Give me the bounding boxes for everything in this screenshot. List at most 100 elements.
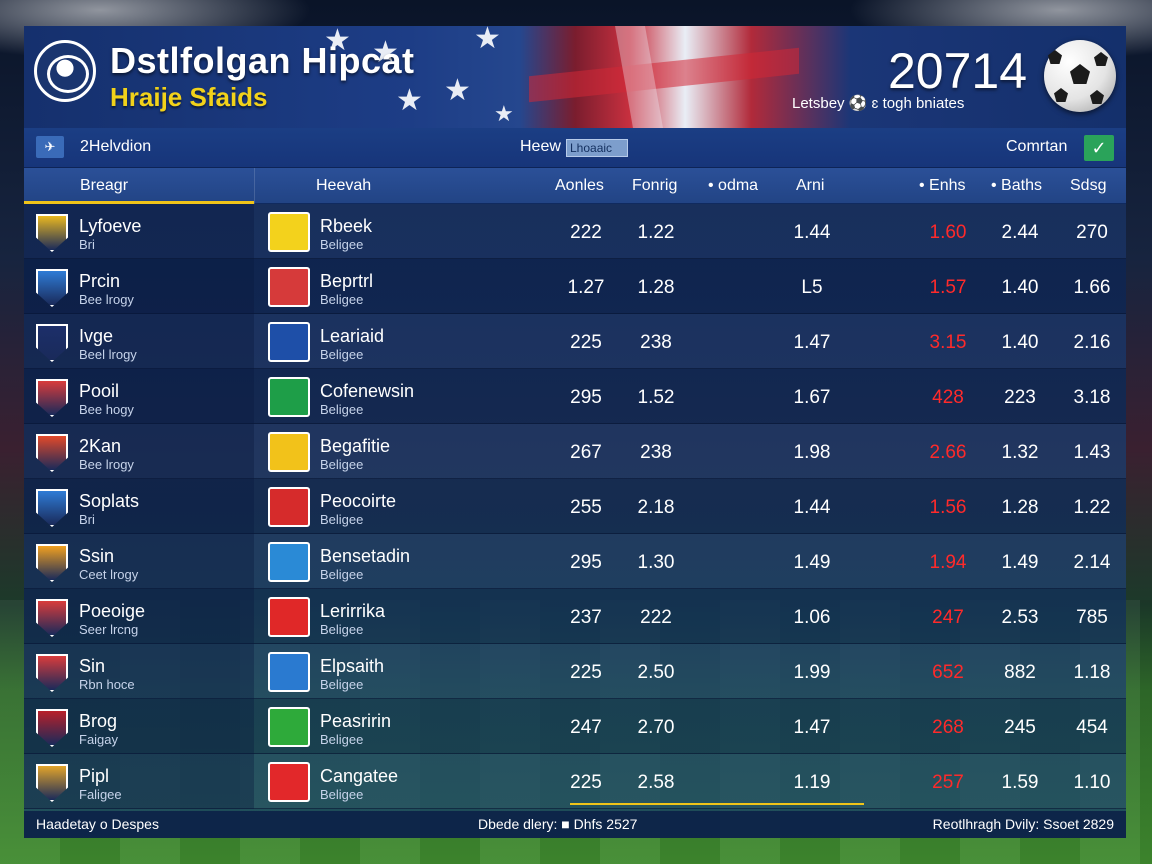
odds-value[interactable]: 1.99	[793, 662, 831, 683]
away-team-name[interactable]: Leariaid	[320, 326, 385, 346]
column-header-c1[interactable]: Aonles	[555, 177, 604, 194]
odds-value[interactable]: 1.22	[1073, 497, 1111, 518]
away-team-name[interactable]: Cofenewsin	[320, 381, 415, 401]
odds-value[interactable]: 2.70	[637, 717, 675, 738]
away-team-name[interactable]: Peasririn	[320, 711, 392, 731]
column-header-c3[interactable]: • odma	[708, 177, 759, 194]
odds-value[interactable]: 2.58	[637, 772, 675, 793]
odds-value[interactable]: 2.50	[637, 662, 675, 683]
odds-value[interactable]: 1.49	[1001, 552, 1039, 573]
odds-value[interactable]: 238	[640, 332, 672, 353]
check-icon[interactable]: ✓	[1084, 135, 1114, 161]
odds-value[interactable]: 1.27	[567, 277, 605, 298]
odds-value[interactable]: 785	[1076, 607, 1108, 628]
odds-value[interactable]: 295	[570, 387, 602, 408]
column-header-c5[interactable]: • Enhs	[919, 177, 966, 194]
odds-value[interactable]: 1.49	[793, 552, 831, 573]
column-header-c2[interactable]: Fonrig	[632, 177, 678, 194]
odds-value[interactable]: 1.56	[929, 497, 967, 518]
odds-value[interactable]: 1.18	[1073, 662, 1111, 683]
odds-value[interactable]: 270	[1076, 222, 1108, 243]
odds-value[interactable]: 428	[932, 387, 964, 408]
home-team-cell[interactable]: Ssin Ceet lrogy	[24, 534, 254, 589]
away-team-name[interactable]: Begafitie	[320, 436, 391, 456]
odds-value[interactable]: 267	[570, 442, 602, 463]
odds-value[interactable]: 1.32	[1001, 442, 1039, 463]
odds-value[interactable]: 2.66	[929, 442, 967, 463]
odds-value[interactable]: 1.28	[637, 277, 675, 298]
odds-value[interactable]: 3.15	[929, 332, 967, 353]
odds-value[interactable]: 2.18	[637, 497, 675, 518]
away-team-name[interactable]: Peocoirte	[320, 491, 397, 511]
table-row[interactable]: Prcin Bee lrogy Beprtrl Beligee 1.27 1.28 L5 1.…	[24, 259, 1126, 314]
odds-value[interactable]: 1.67	[793, 387, 831, 408]
table-row[interactable]: Ivge Beel lrogy Leariaid Beligee 225 238 1.47 3…	[24, 314, 1126, 369]
odds-value[interactable]: 1.10	[1073, 772, 1111, 793]
odds-value[interactable]: 1.60	[929, 222, 967, 243]
odds-value[interactable]: 257	[932, 772, 964, 793]
table-row[interactable]: Sin Rbn hoce Elpsaith Beligee 225 2.50 1.99 652…	[24, 644, 1126, 699]
odds-value[interactable]: 225	[570, 332, 602, 353]
odds-value[interactable]: 1.28	[1001, 497, 1039, 518]
home-team-cell[interactable]: Ivge Beel lrogy	[24, 314, 254, 369]
odds-value[interactable]: 1.40	[1001, 277, 1039, 298]
odds-value[interactable]: 1.30	[637, 552, 675, 573]
odds-value[interactable]: 882	[1004, 662, 1036, 683]
odds-value[interactable]: 3.18	[1073, 387, 1111, 408]
odds-value[interactable]: 238	[640, 442, 672, 463]
odds-value[interactable]: 1.57	[929, 277, 967, 298]
home-team-cell[interactable]: Prcin Bee lrogy	[24, 259, 254, 314]
odds-value[interactable]: 1.22	[637, 222, 675, 243]
odds-value[interactable]: 1.44	[793, 497, 831, 518]
odds-value[interactable]: 1.94	[929, 552, 967, 573]
home-team-cell[interactable]: Pipl Faligee	[24, 754, 254, 809]
odds-value[interactable]: 1.66	[1073, 277, 1111, 298]
table-row[interactable]: Poeoige Seer lrcng Lerirrika Beligee 237 222 1…	[24, 589, 1126, 644]
home-team-cell[interactable]: Lyfoeve Bri	[24, 204, 254, 259]
home-team-cell[interactable]: Poeoige Seer lrcng	[24, 589, 254, 644]
odds-value[interactable]: 225	[570, 772, 602, 793]
odds-value[interactable]: 2.14	[1073, 552, 1111, 573]
odds-value[interactable]: 454	[1076, 717, 1108, 738]
odds-value[interactable]: L5	[801, 277, 823, 298]
away-team-name[interactable]: Cangatee	[320, 766, 399, 786]
odds-value[interactable]: 245	[1004, 717, 1036, 738]
column-header-away[interactable]: Heevah	[316, 177, 372, 194]
odds-value[interactable]: 1.06	[793, 607, 831, 628]
column-header-c7[interactable]: Sdsg	[1070, 177, 1107, 194]
away-team-name[interactable]: Elpsaith	[320, 656, 385, 676]
odds-value[interactable]: 255	[570, 497, 602, 518]
odds-value[interactable]: 223	[1004, 387, 1036, 408]
table-row[interactable]: Brog Faigay Peasririn Beligee 247 2.70 1.47 268…	[24, 699, 1126, 754]
home-team-cell[interactable]: Sin Rbn hoce	[24, 644, 254, 699]
odds-value[interactable]: 295	[570, 552, 602, 573]
column-header-c4[interactable]: Arni	[796, 177, 825, 194]
odds-value[interactable]: 1.52	[637, 387, 675, 408]
odds-value[interactable]: 1.47	[793, 717, 831, 738]
odds-value[interactable]: 1.43	[1073, 442, 1111, 463]
odds-value[interactable]: 268	[932, 717, 964, 738]
odds-value[interactable]: 1.44	[793, 222, 831, 243]
odds-value[interactable]: 247	[570, 717, 602, 738]
odds-value[interactable]: 222	[570, 222, 602, 243]
odds-value[interactable]: 2.16	[1073, 332, 1111, 353]
view-select[interactable]: Lhoaaic	[566, 139, 628, 157]
odds-value[interactable]: 1.98	[793, 442, 831, 463]
table-row[interactable]: Soplats Bri Peocoirte Beligee 255 2.18 1.44 1.5…	[24, 479, 1126, 534]
odds-value[interactable]: 237	[570, 607, 602, 628]
table-row[interactable]: 2Kan Bee lrogy Begafitie Beligee 267 238 1.98 2…	[24, 424, 1126, 479]
odds-value[interactable]: 247	[932, 607, 964, 628]
home-team-cell[interactable]: Soplats Bri	[24, 479, 254, 534]
odds-value[interactable]: 652	[932, 662, 964, 683]
table-row[interactable]: Ssin Ceet lrogy Bensetadin Beligee 295 1.30 1.…	[24, 534, 1126, 589]
odds-value[interactable]: 1.47	[793, 332, 831, 353]
home-team-cell[interactable]: 2Kan Bee lrogy	[24, 424, 254, 479]
table-row[interactable]: Pooil Bee hogy Cofenewsin Beligee 295 1.52 1.6…	[24, 369, 1126, 424]
column-header-c6[interactable]: • Baths	[991, 177, 1042, 194]
odds-value[interactable]: 1.59	[1001, 772, 1039, 793]
away-team-name[interactable]: Beprtrl	[320, 271, 374, 291]
nav-label[interactable]: 2Helvdion	[80, 138, 152, 155]
home-team-cell[interactable]: Brog Faigay	[24, 699, 254, 754]
column-header-home[interactable]: Breagr	[80, 177, 129, 194]
odds-value[interactable]: 2.44	[1001, 222, 1039, 243]
